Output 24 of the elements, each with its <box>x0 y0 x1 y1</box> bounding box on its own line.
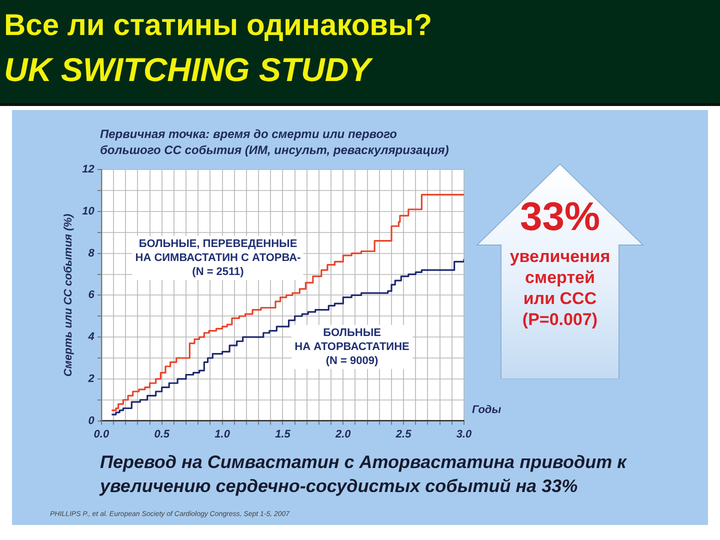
series-label: БОЛЬНЫЕ НА АТОРВАСТАТИНЕ (N = 9009) <box>292 325 412 369</box>
x-tick-label: 0.5 <box>154 428 170 440</box>
y-tick-label: 6 <box>88 289 96 302</box>
x-tick-label: 2.5 <box>394 428 412 440</box>
chart-title: Все ли статины одинаковы? <box>4 8 432 44</box>
y-tick-label: 8 <box>88 247 96 260</box>
y-axis-title: Смерть или СС события (%) <box>62 213 75 377</box>
y-tick-label: 0 <box>88 414 96 427</box>
chart-subtitle: UK SWITCHING STUDY <box>4 50 371 90</box>
text: Первичная точка: время до смерти или первого большого СС события (ИМ, инсульт, реваскуляризация) <box>100 126 449 158</box>
x-tick-label: 1.5 <box>275 428 292 440</box>
x-tick-label: 0.0 <box>94 428 110 440</box>
y-tick-label: 4 <box>87 331 94 344</box>
x-tick-label: 2.0 <box>334 428 352 440</box>
x-axis-title: Годы <box>472 404 502 417</box>
text: Перевод на Симвастатин с Аторвастатина приводит к увеличению сердечно-сосудистых событий на 33% <box>100 451 628 498</box>
y-tick-label: 12 <box>82 164 94 176</box>
y-tick-label: 2 <box>87 372 94 385</box>
y-tick-label: 10 <box>82 206 96 218</box>
text: 33% <box>518 194 602 241</box>
x-tick-label: 1.0 <box>214 428 231 440</box>
text: увеличения смертей или ССС (P=0.007) <box>508 246 612 330</box>
series-label: БОЛЬНЫЕ, ПЕРЕВЕДЕННЫЕ НА СИМВАСТАТИН С АТОРВА- (N = 2511) <box>132 236 304 280</box>
x-tick-label: 3.0 <box>456 428 473 440</box>
